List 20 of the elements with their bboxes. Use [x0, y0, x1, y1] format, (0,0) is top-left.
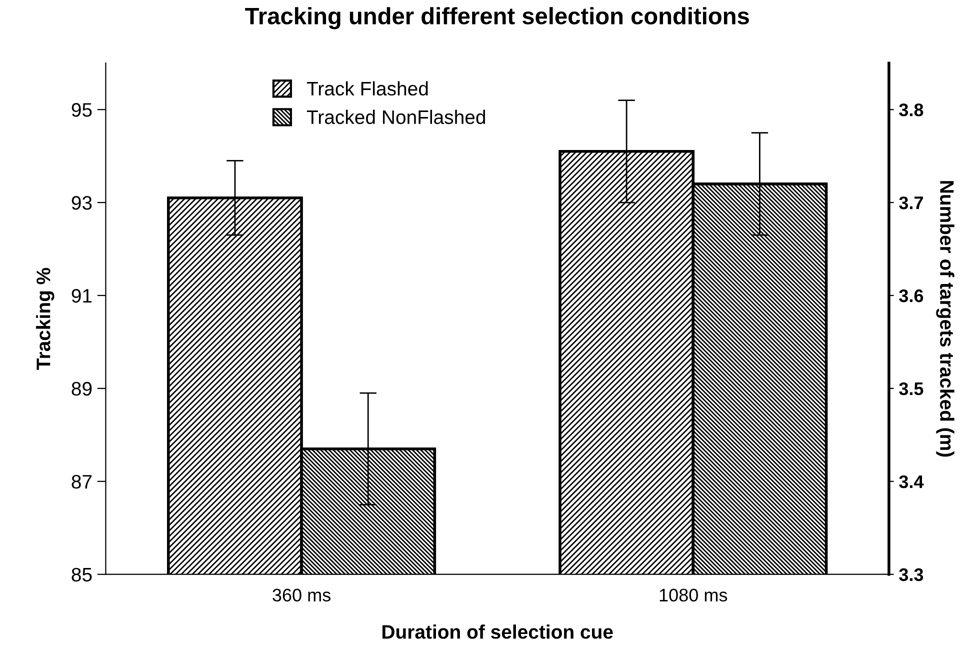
y-tick-label: 91 [72, 288, 92, 303]
x-tick-label: 1080 ms [660, 588, 728, 602]
y2-tick-label: 3.3 [899, 568, 924, 582]
x-axis-title: Duration of selection cue [382, 624, 613, 639]
y-tick-label: 95 [72, 103, 92, 117]
y2-tick-label: 3.5 [899, 382, 924, 396]
y-tick-label: 85 [72, 568, 92, 582]
chart-title: Tracking under different selection conditions [245, 7, 749, 30]
y2-axis-title: Number of targets tracked (m) [936, 181, 954, 457]
y2-tick-label: 3.4 [899, 475, 924, 488]
y2-tick-label: 3.7 [899, 196, 923, 210]
y2-tick-label: 3.6 [899, 289, 924, 302]
y-tick-label: 89 [72, 382, 92, 396]
y2-tick-label: 3.8 [899, 103, 924, 116]
y-tick-label: 87 [72, 474, 92, 489]
x-tick-label: 360 ms [272, 588, 330, 602]
y-tick-label: 93 [72, 196, 92, 210]
y-axis-title: Tracking % [36, 268, 54, 370]
legend-label: Track Flashed [306, 81, 428, 96]
legend-label: Tracked NonFlashed [306, 110, 486, 124]
